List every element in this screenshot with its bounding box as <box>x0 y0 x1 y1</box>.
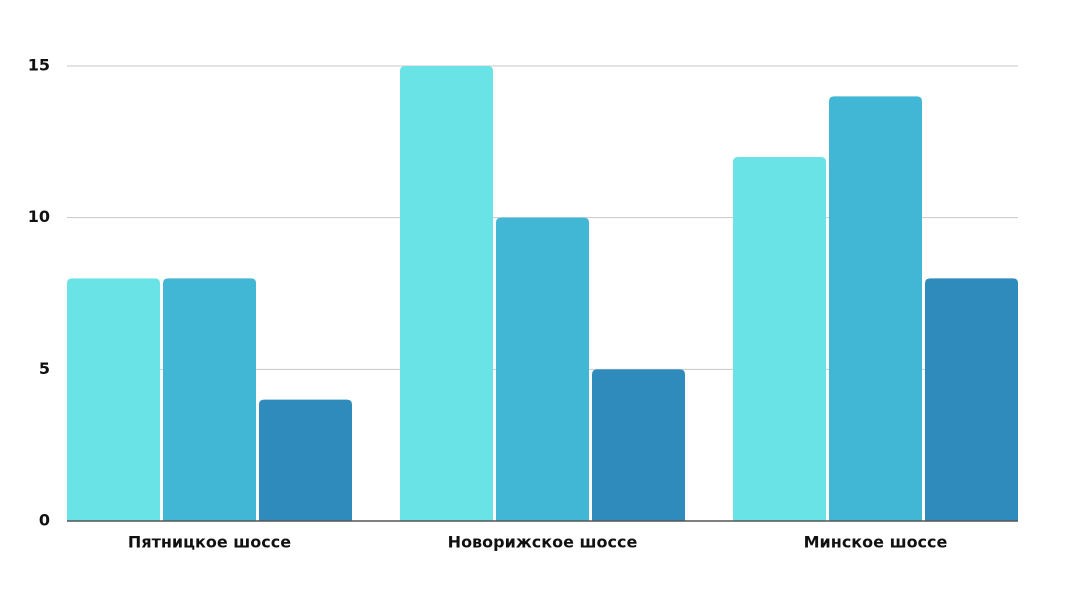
y-tick-label: 15 <box>28 56 50 75</box>
bar <box>259 399 352 521</box>
bar <box>829 96 922 521</box>
bar <box>733 157 826 521</box>
x-tick-label: Минское шоссе <box>804 533 948 552</box>
bar <box>592 369 685 521</box>
y-tick-label: 10 <box>28 207 50 226</box>
bar <box>67 278 160 521</box>
bar <box>925 278 1018 521</box>
bar <box>400 66 493 521</box>
bar <box>163 278 256 521</box>
y-tick-label: 5 <box>39 359 50 378</box>
bar <box>496 217 589 521</box>
x-tick-label: Пятницкое шоссе <box>128 533 291 552</box>
y-tick-label: 0 <box>39 511 50 530</box>
x-tick-label: Новорижское шоссе <box>448 533 638 552</box>
